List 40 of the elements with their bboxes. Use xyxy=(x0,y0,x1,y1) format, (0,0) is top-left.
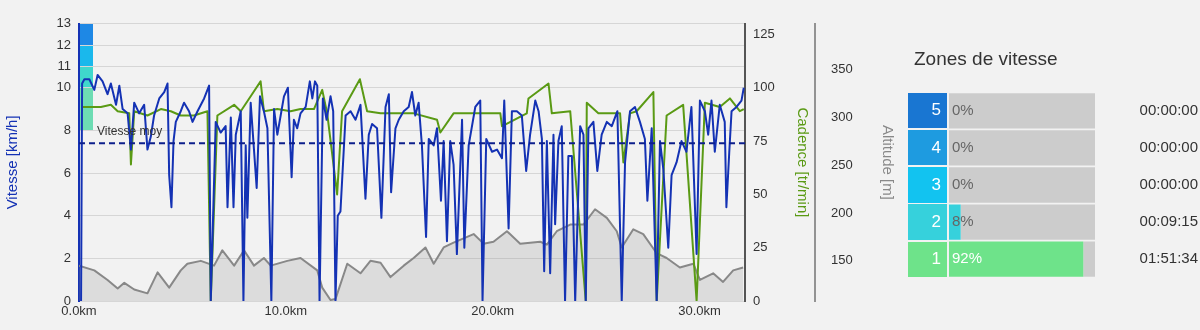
chart-title: Zones de vitesse xyxy=(914,48,1059,71)
y2-tick-label: 50 xyxy=(753,185,768,201)
y-tick-label: 6 xyxy=(63,164,71,180)
y-tick-label: 4 xyxy=(63,207,71,223)
y3-tick-label: 350 xyxy=(831,61,853,77)
y2-tick-label: 100 xyxy=(753,79,775,95)
y-tick-label: 13 xyxy=(56,15,71,31)
y-tick-label: 2 xyxy=(931,211,942,231)
y3-tick-label: 200 xyxy=(831,204,853,220)
y-tick-label: 10 xyxy=(56,79,71,95)
x-tick-label: 30.0km xyxy=(678,303,721,319)
x-tick-label: 10.0km xyxy=(264,303,308,319)
y2-axis-title: Cadence [tr/min] xyxy=(794,107,812,218)
data-label: 0% xyxy=(952,138,974,156)
y2-tick-label: 00:09:15 xyxy=(1139,212,1198,230)
y2-tick-label: 01:51:34 xyxy=(1139,249,1198,267)
x-tick-label: 20.0km xyxy=(471,303,514,319)
y-tick-label: 4 xyxy=(931,137,942,157)
data-label: 92% xyxy=(952,249,983,267)
y2-tick-label: 75 xyxy=(753,132,768,148)
y3-axis-title: Altitude [m] xyxy=(879,124,897,200)
y-tick-label: 5 xyxy=(931,100,942,120)
y3-tick-label: 250 xyxy=(831,156,853,172)
y-tick-label: 2 xyxy=(63,249,71,265)
y2-tick-label: 00:00:00 xyxy=(1139,175,1198,193)
data-label: 0% xyxy=(952,175,974,193)
y-axis-title: Vitesse [km/h] xyxy=(3,115,21,210)
y-tick-label: 11 xyxy=(57,58,71,74)
y-tick-label: 12 xyxy=(56,36,71,52)
y2-tick-label: 0 xyxy=(753,292,761,308)
y2-tick-label: 00:00:00 xyxy=(1139,100,1198,118)
y-tick-label: 3 xyxy=(931,174,942,194)
y2-tick-label: 25 xyxy=(753,239,768,255)
y3-tick-label: 150 xyxy=(831,252,853,268)
y-tick-label: 1 xyxy=(931,248,942,268)
y-tick-label: 8 xyxy=(63,121,71,137)
y2-tick-label: 125 xyxy=(753,26,775,42)
data-label: 0% xyxy=(952,100,974,118)
y3-tick-label: 300 xyxy=(831,109,853,125)
y2-tick-label: 00:00:00 xyxy=(1139,138,1198,156)
